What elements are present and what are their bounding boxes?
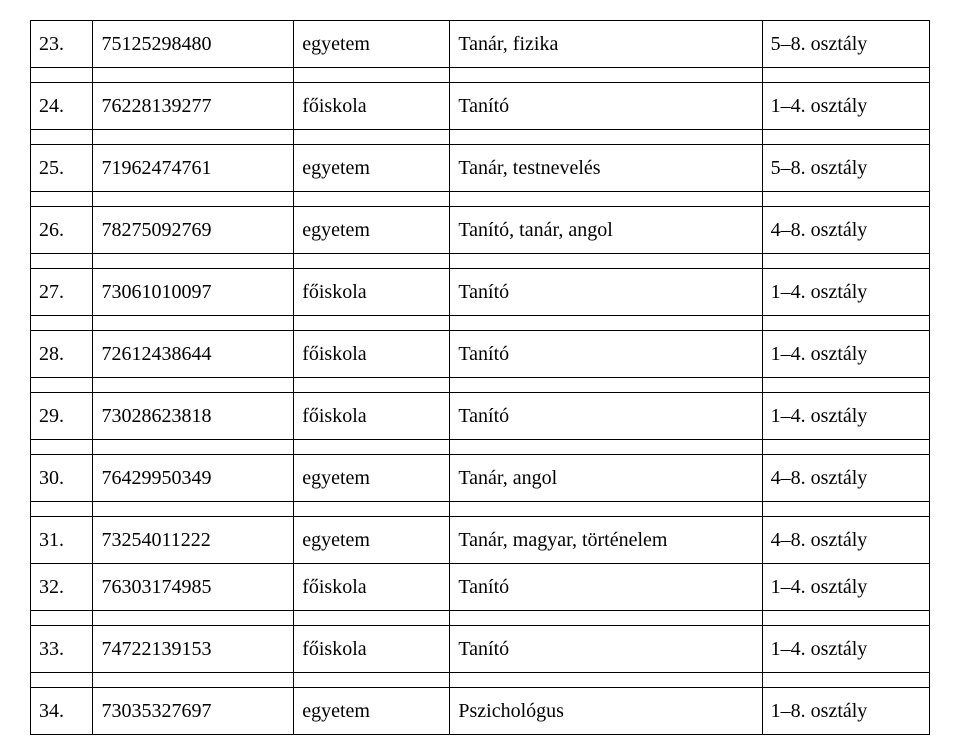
cell-id: 75125298480 (93, 21, 294, 68)
cell-role: Tanító (450, 83, 762, 130)
table-row: 24.76228139277főiskolaTanító1–4. osztály (31, 83, 930, 130)
table-block: 24.76228139277főiskolaTanító1–4. osztály (31, 83, 930, 130)
cell-grade: 4–8. osztály (762, 207, 929, 254)
data-table: 23.75125298480egyetemTanár, fizika5–8. o… (30, 20, 930, 735)
table-block: 25.71962474761egyetemTanár, testnevelés5… (31, 145, 930, 192)
cell-institution: egyetem (294, 517, 450, 564)
cell-institution: főiskola (294, 626, 450, 673)
table-block: 26.78275092769egyetemTanító, tanár, ango… (31, 207, 930, 254)
cell-id: 73254011222 (93, 517, 294, 564)
spacer-row (31, 68, 930, 83)
cell-role: Tanító (450, 269, 762, 316)
cell-institution: főiskola (294, 83, 450, 130)
cell-role: Tanító (450, 564, 762, 611)
spacer-row (31, 254, 930, 269)
cell-role: Tanár, fizika (450, 21, 762, 68)
table-row: 32.76303174985főiskolaTanító1–4. osztály (31, 564, 930, 611)
cell-role: Tanár, magyar, történelem (450, 517, 762, 564)
cell-role: Tanító (450, 331, 762, 378)
cell-grade: 1–4. osztály (762, 331, 929, 378)
table-row: 28.72612438644főiskolaTanító1–4. osztály (31, 331, 930, 378)
cell-role: Pszichológus (450, 688, 762, 735)
cell-num: 29. (31, 393, 93, 440)
cell-id: 76228139277 (93, 83, 294, 130)
cell-id: 74722139153 (93, 626, 294, 673)
cell-role: Tanító (450, 626, 762, 673)
table-row: 30.76429950349egyetemTanár, angol4–8. os… (31, 455, 930, 502)
spacer-row (31, 673, 930, 688)
cell-num: 23. (31, 21, 93, 68)
cell-num: 26. (31, 207, 93, 254)
table-block: 31.73254011222egyetemTanár, magyar, tört… (31, 517, 930, 611)
table-row: 31.73254011222egyetemTanár, magyar, tört… (31, 517, 930, 564)
cell-institution: főiskola (294, 331, 450, 378)
table-row: 34.73035327697egyetemPszichológus1–8. os… (31, 688, 930, 735)
cell-institution: egyetem (294, 207, 450, 254)
cell-id: 72612438644 (93, 331, 294, 378)
spacer-row (31, 378, 930, 393)
cell-grade: 1–8. osztály (762, 688, 929, 735)
table-block: 30.76429950349egyetemTanár, angol4–8. os… (31, 455, 930, 502)
table-block: 27.73061010097főiskolaTanító1–4. osztály (31, 269, 930, 316)
cell-id: 73061010097 (93, 269, 294, 316)
table-row: 27.73061010097főiskolaTanító1–4. osztály (31, 269, 930, 316)
cell-institution: egyetem (294, 455, 450, 502)
cell-num: 25. (31, 145, 93, 192)
cell-role: Tanár, testnevelés (450, 145, 762, 192)
cell-role: Tanár, angol (450, 455, 762, 502)
cell-num: 30. (31, 455, 93, 502)
cell-grade: 4–8. osztály (762, 455, 929, 502)
cell-grade: 4–8. osztály (762, 517, 929, 564)
spacer-row (31, 316, 930, 331)
cell-grade: 1–4. osztály (762, 83, 929, 130)
table-row: 23.75125298480egyetemTanár, fizika5–8. o… (31, 21, 930, 68)
spacer-row (31, 502, 930, 517)
cell-institution: főiskola (294, 269, 450, 316)
cell-num: 27. (31, 269, 93, 316)
cell-id: 76303174985 (93, 564, 294, 611)
table-block: 33.74722139153főiskolaTanító1–4. osztály (31, 626, 930, 673)
cell-id: 73035327697 (93, 688, 294, 735)
cell-institution: főiskola (294, 393, 450, 440)
table-row: 33.74722139153főiskolaTanító1–4. osztály (31, 626, 930, 673)
table-row: 26.78275092769egyetemTanító, tanár, ango… (31, 207, 930, 254)
cell-grade: 5–8. osztály (762, 21, 929, 68)
table-row: 29.73028623818főiskolaTanító1–4. osztály (31, 393, 930, 440)
table-row: 25.71962474761egyetemTanár, testnevelés5… (31, 145, 930, 192)
cell-num: 24. (31, 83, 93, 130)
table-block: 28.72612438644főiskolaTanító1–4. osztály (31, 331, 930, 378)
table-block: 34.73035327697egyetemPszichológus1–8. os… (31, 688, 930, 735)
cell-institution: egyetem (294, 21, 450, 68)
cell-num: 32. (31, 564, 93, 611)
cell-num: 33. (31, 626, 93, 673)
spacer-row (31, 611, 930, 626)
cell-institution: főiskola (294, 564, 450, 611)
cell-institution: egyetem (294, 688, 450, 735)
cell-id: 71962474761 (93, 145, 294, 192)
spacer-row (31, 440, 930, 455)
cell-role: Tanító (450, 393, 762, 440)
spacer-row (31, 192, 930, 207)
cell-num: 31. (31, 517, 93, 564)
table-block: 23.75125298480egyetemTanár, fizika5–8. o… (31, 21, 930, 68)
table-block: 29.73028623818főiskolaTanító1–4. osztály (31, 393, 930, 440)
spacer-row (31, 130, 930, 145)
cell-id: 78275092769 (93, 207, 294, 254)
cell-id: 76429950349 (93, 455, 294, 502)
cell-num: 28. (31, 331, 93, 378)
cell-role: Tanító, tanár, angol (450, 207, 762, 254)
cell-grade: 1–4. osztály (762, 564, 929, 611)
cell-id: 73028623818 (93, 393, 294, 440)
cell-grade: 1–4. osztály (762, 269, 929, 316)
cell-institution: egyetem (294, 145, 450, 192)
cell-grade: 1–4. osztály (762, 393, 929, 440)
cell-num: 34. (31, 688, 93, 735)
cell-grade: 1–4. osztály (762, 626, 929, 673)
cell-grade: 5–8. osztály (762, 145, 929, 192)
